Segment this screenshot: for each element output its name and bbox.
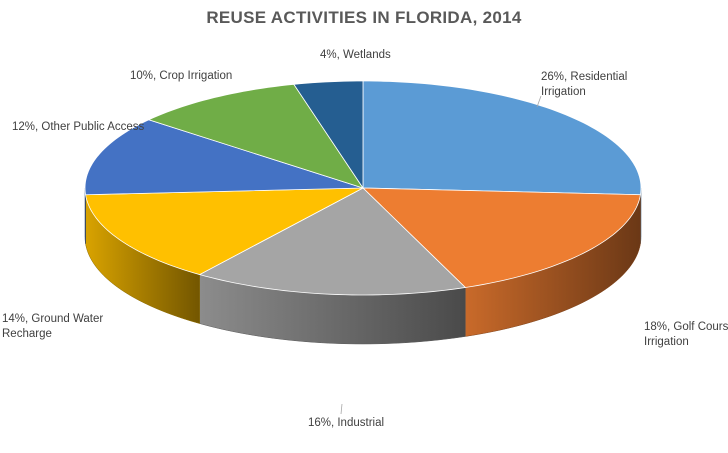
leader-line <box>340 403 343 415</box>
data-labels: 26%, Residential Irrigation 18%, Golf Cour… <box>2 49 728 429</box>
pie-slice-industrial <box>198 187 467 296</box>
pie-top-faces <box>84 80 642 296</box>
chart-title: REUSE ACTIVITIES IN FLORIDA, 2014 <box>206 8 522 27</box>
data-label-ground-water-recharge: Recharge <box>2 328 52 340</box>
data-label-crop-irrigation: 10%, Crop Irrigation <box>130 70 232 82</box>
pie-side-walls <box>84 188 642 345</box>
data-label-other-public-access: 12%, Other Public Access <box>12 121 145 133</box>
data-label-residential-irrigation: Irrigation <box>541 86 586 98</box>
data-label-wetlands: 4%, Wetlands <box>320 49 391 61</box>
data-label-industrial: 16%, Industrial <box>308 417 384 429</box>
data-label-residential-irrigation: 26%, Residential <box>541 71 627 83</box>
pie-slice-ground-water-recharge <box>85 187 364 275</box>
leader-line <box>536 95 542 108</box>
data-label-ground-water-recharge: 14%, Ground Water <box>2 313 103 325</box>
pie-slice-wetlands <box>293 80 364 190</box>
pie-slice-golf-course-irrigation <box>361 187 641 288</box>
data-label-golf-course-irrigation: 18%, Golf Course <box>644 321 728 333</box>
pie-slice-residential-irrigation <box>362 80 642 196</box>
pie-slice-crop-irrigation <box>147 83 364 189</box>
pie-slice-other-public-access <box>84 119 364 196</box>
data-label-golf-course-irrigation: Irrigation <box>644 336 689 348</box>
